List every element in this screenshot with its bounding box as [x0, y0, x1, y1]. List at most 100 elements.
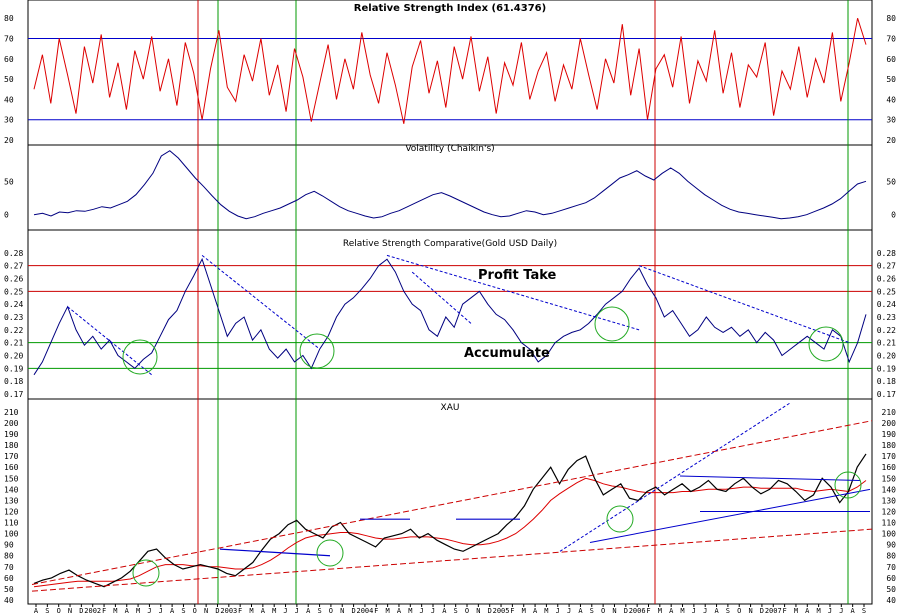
- y-tick-label-left: 140: [4, 485, 19, 494]
- x-tick-label: A: [578, 607, 583, 615]
- x-tick-label: F: [238, 607, 242, 615]
- y-tick-label-left: 190: [4, 430, 19, 439]
- x-tick-label: N: [476, 607, 480, 615]
- xau-resistance-line: [219, 548, 331, 557]
- x-tick-label: A: [714, 607, 719, 615]
- x-tick-label: N: [204, 607, 208, 615]
- x-tick-label: J: [431, 607, 435, 615]
- x-tick-label: J: [839, 607, 843, 615]
- y-tick-label-right: 0.24: [877, 300, 896, 309]
- y-tick-label-right: 0: [891, 211, 896, 220]
- x-tick-label: M: [408, 607, 412, 615]
- accumulation-circle: [299, 333, 335, 369]
- accumulation-circle: [122, 339, 158, 375]
- y-tick-label-right: 100: [882, 530, 897, 539]
- x-tick-label: N: [612, 607, 616, 615]
- rsc-trend-line: [201, 255, 321, 350]
- y-tick-label-left: 50: [4, 177, 14, 186]
- x-tick-label: A: [442, 607, 447, 615]
- y-tick-label-right: 140: [882, 485, 897, 494]
- y-tick-label-right: 160: [882, 463, 897, 472]
- x-tick-label: J: [567, 607, 571, 615]
- x-tick-label: M: [522, 607, 526, 615]
- x-tick-label: N: [68, 607, 72, 615]
- series-line: [33, 477, 867, 588]
- panel-title: XAU: [441, 403, 460, 413]
- y-tick-label-right: 0.26: [877, 275, 896, 284]
- y-tick-label-left: 0.27: [4, 262, 23, 271]
- x-tick-label: A: [397, 607, 402, 615]
- x-tick-label: S: [317, 607, 321, 615]
- y-tick-label-left: 60: [4, 55, 14, 64]
- y-tick-label-right: 0.20: [877, 352, 896, 361]
- y-tick-label-right: 90: [886, 541, 896, 550]
- x-tick-label: D: [215, 607, 219, 615]
- x-tick-label: J: [420, 607, 424, 615]
- y-tick-label-right: 210: [882, 408, 897, 417]
- y-tick-label-left: 0.26: [4, 275, 23, 284]
- x-tick-label: M: [794, 607, 798, 615]
- y-tick-label-left: 200: [4, 419, 19, 428]
- x-tick-label: 2007: [765, 607, 782, 615]
- y-tick-label-right: 80: [886, 552, 896, 561]
- x-tick-label: O: [601, 607, 605, 615]
- y-tick-label-right: 170: [882, 452, 897, 461]
- y-tick-label-left: 0.24: [4, 300, 23, 309]
- series-line: [33, 257, 867, 376]
- y-tick-label-left: 30: [4, 116, 14, 125]
- y-tick-label-left: 0.22: [4, 326, 23, 335]
- x-tick-label: 2005: [493, 607, 510, 615]
- x-tick-label: F: [646, 607, 650, 615]
- x-tick-label: O: [737, 607, 741, 615]
- y-tick-label-left: 150: [4, 474, 19, 483]
- x-tick-label: A: [125, 607, 130, 615]
- x-tick-label: F: [374, 607, 378, 615]
- y-tick-label-right: 0.18: [877, 377, 896, 386]
- y-tick-label-right: 0.19: [877, 364, 896, 373]
- x-tick-label: A: [669, 607, 674, 615]
- xau-trend-line: [559, 402, 791, 552]
- y-tick-label-right: 70: [886, 563, 896, 572]
- rsc-trend-line: [386, 254, 640, 331]
- x-tick-label: M: [386, 607, 390, 615]
- x-tick-label: J: [692, 607, 696, 615]
- x-tick-label: D: [79, 607, 83, 615]
- accumulation-circle: [834, 471, 862, 499]
- series-line: [33, 18, 867, 124]
- panel-frame: [27, 398, 873, 605]
- y-tick-label-left: 0.20: [4, 352, 23, 361]
- y-tick-label-right: 0.23: [877, 313, 896, 322]
- x-tick-label: M: [817, 607, 821, 615]
- y-tick-label-left: 20: [4, 136, 14, 145]
- y-tick-label-left: 210: [4, 408, 19, 417]
- y-tick-label-left: 80: [4, 14, 14, 23]
- xau-trend-line: [31, 528, 873, 592]
- x-tick-label: 2003: [220, 607, 237, 615]
- rsc-trend-line: [411, 271, 472, 324]
- x-tick-label: D: [624, 607, 628, 615]
- y-tick-label-right: 30: [886, 116, 896, 125]
- x-tick-label: D: [351, 607, 355, 615]
- x-tick-label: J: [147, 607, 151, 615]
- y-tick-label-left: 0.28: [4, 249, 23, 258]
- y-tick-label-right: 130: [882, 496, 897, 505]
- y-tick-label-right: 0.21: [877, 339, 896, 348]
- y-tick-label-left: 50: [4, 585, 14, 594]
- panel-title: Relative Strength Comparative(Gold USD D…: [343, 239, 557, 249]
- x-tick-label: A: [261, 607, 266, 615]
- y-tick-label-left: 160: [4, 463, 19, 472]
- y-tick-label-right: 60: [886, 574, 896, 583]
- y-tick-label-right: 150: [882, 474, 897, 483]
- accumulation-circle: [808, 326, 844, 362]
- x-tick-label: A: [805, 607, 810, 615]
- x-tick-label: A: [34, 607, 39, 615]
- series-line: [33, 150, 867, 220]
- xau-trend-line: [31, 420, 873, 585]
- y-tick-label-left: 110: [4, 519, 19, 528]
- x-tick-label: M: [249, 607, 253, 615]
- y-tick-label-left: 170: [4, 452, 19, 461]
- x-tick-label: S: [45, 607, 49, 615]
- y-tick-label-left: 100: [4, 530, 19, 539]
